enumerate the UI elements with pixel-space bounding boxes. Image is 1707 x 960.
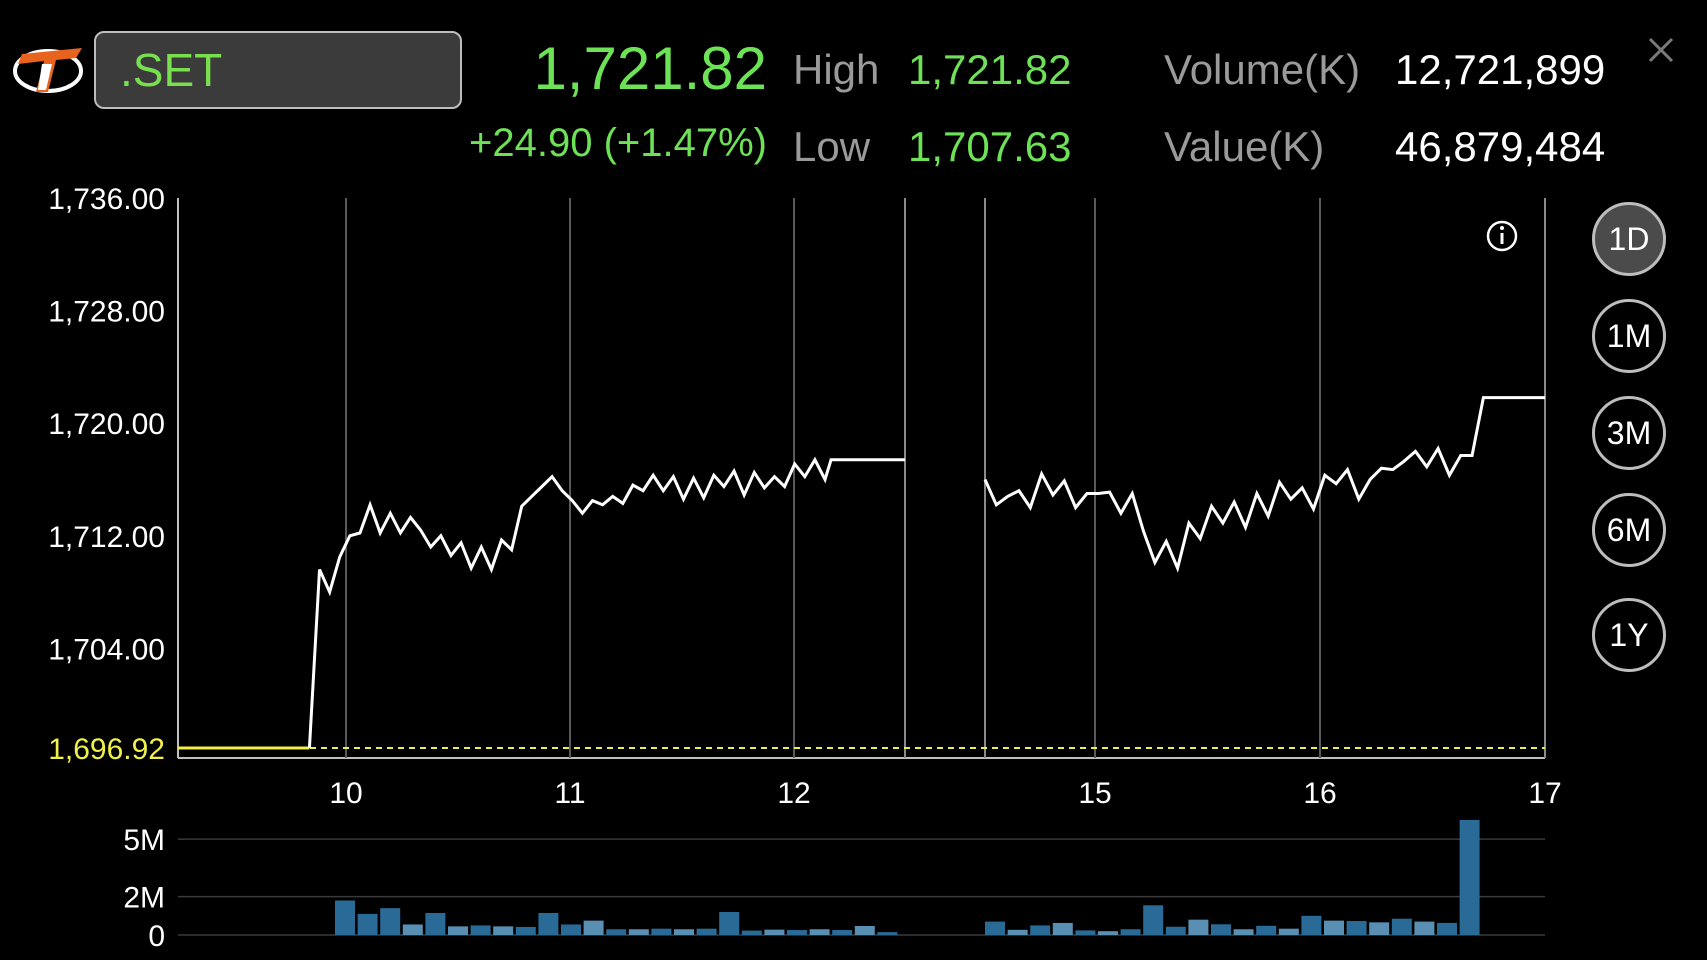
- symbol-text: .SET: [120, 44, 223, 96]
- volume-bar: [1346, 921, 1367, 935]
- volume-bar: [877, 932, 898, 935]
- volume-bar: [628, 929, 649, 935]
- volume-bar: [1030, 925, 1051, 935]
- volume-bar: [809, 929, 830, 935]
- low-label: Low: [793, 123, 871, 170]
- volume-bar: [515, 926, 536, 935]
- volume-bar: [1165, 926, 1186, 935]
- prev-close-label: 1,696.92: [48, 733, 165, 766]
- volume-bar: [470, 925, 491, 935]
- symbol-search-field[interactable]: .SET: [94, 31, 462, 109]
- volume-bar: [854, 925, 875, 935]
- volume-bar: [1007, 929, 1028, 935]
- y-tick-label: 1,712.00: [48, 521, 165, 554]
- value-value: 46,879,484: [1395, 123, 1606, 170]
- volume-bar: [357, 913, 378, 935]
- volume-tick-label: 0: [148, 920, 165, 953]
- volume-bar: [1143, 905, 1164, 935]
- x-tick-label: 16: [1303, 777, 1336, 810]
- volume-bar: [1278, 928, 1299, 935]
- y-tick-label: 1,704.00: [48, 633, 165, 666]
- price-line-afternoon: [983, 396, 1545, 573]
- high-value: 1,721.82: [908, 46, 1072, 93]
- low-value: 1,707.63: [908, 123, 1072, 170]
- volume-bar: [1075, 930, 1096, 935]
- volume-bar: [1391, 918, 1412, 935]
- volume-bar: [335, 900, 355, 935]
- volume-bar: [719, 912, 740, 935]
- range-button-1y[interactable]: 1Y: [1592, 598, 1666, 672]
- range-button-6m[interactable]: 6M: [1592, 493, 1666, 567]
- y-tick-label: 1,720.00: [48, 408, 165, 441]
- high-label: High: [793, 46, 880, 93]
- volume-bar: [538, 912, 559, 935]
- volume-bar: [741, 930, 762, 935]
- volume-label: Volume(K): [1164, 46, 1361, 93]
- volume-bar: [606, 929, 627, 935]
- volume-bar: [1052, 922, 1073, 935]
- volume-value: 12,721,899: [1395, 46, 1606, 93]
- volume-bar: [1188, 919, 1209, 935]
- value-label: Value(K): [1164, 123, 1325, 170]
- y-tick-label: 1,728.00: [48, 296, 165, 329]
- range-button-1d[interactable]: 1D: [1592, 202, 1666, 276]
- volume-bar: [651, 928, 672, 935]
- volume-bar: [1324, 920, 1344, 935]
- volume-bar: [425, 912, 446, 935]
- volume-bar: [583, 920, 604, 935]
- last-price: 1,721.82: [533, 35, 767, 102]
- volume-bar: [1211, 924, 1231, 935]
- y-tick-label: 1,736.00: [48, 183, 165, 216]
- volume-tick-label: 5M: [123, 824, 165, 857]
- price-change: +24.90 (+1.47%): [469, 121, 767, 165]
- volume-bar: [1098, 931, 1118, 935]
- x-tick-label: 15: [1078, 777, 1111, 810]
- range-button-3m[interactable]: 3M: [1592, 396, 1666, 470]
- x-tick-label: 17: [1528, 777, 1561, 810]
- x-tick-label: 11: [554, 777, 585, 810]
- x-tick-label: 12: [777, 777, 810, 810]
- volume-bar: [1414, 921, 1435, 935]
- volume-bar: [1256, 925, 1277, 935]
- volume-bar: [832, 930, 853, 935]
- volume-bar: [448, 926, 468, 935]
- volume-bar: [380, 908, 401, 935]
- volume-bar: [402, 924, 423, 935]
- volume-bar: [561, 924, 581, 935]
- volume-bar: [1120, 929, 1141, 935]
- volume-bar: [764, 929, 785, 935]
- volume-bar: [1437, 922, 1457, 935]
- volume-bar: [1301, 915, 1322, 935]
- range-button-1m[interactable]: 1M: [1592, 299, 1666, 373]
- volume-bar: [493, 926, 514, 935]
- volume-bar: [1459, 820, 1480, 935]
- volume-bar: [787, 930, 807, 935]
- set-logo-icon: [12, 46, 84, 96]
- price-line-morning: [307, 456, 905, 749]
- volume-tick-label: 2M: [123, 882, 165, 915]
- volume-bar: [1233, 929, 1254, 935]
- x-tick-label: 10: [329, 777, 362, 810]
- volume-bar: [985, 921, 1005, 935]
- volume-bar: [696, 928, 717, 935]
- volume-bar: [674, 929, 694, 935]
- info-icon[interactable]: [1486, 220, 1518, 252]
- volume-bar: [1369, 922, 1390, 935]
- close-icon[interactable]: [1641, 30, 1681, 70]
